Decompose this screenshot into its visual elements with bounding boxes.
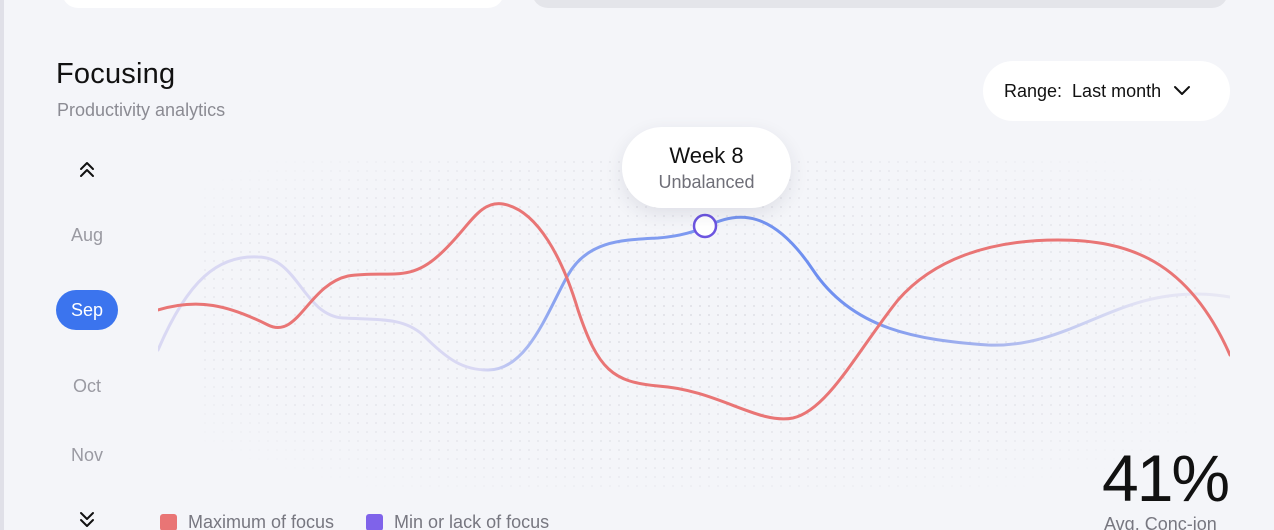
month-oct[interactable]: Oct [72, 376, 101, 396]
legend-label-max: Maximum of focus [188, 512, 335, 530]
tooltip-title: Week 8 [669, 143, 744, 168]
range-dropdown[interactable]: Range: Last month [983, 61, 1230, 121]
series-max-focus-line [158, 202, 1230, 421]
legend-label-min: Min or lack of focus [394, 512, 550, 530]
range-label: Range: [1004, 80, 1063, 101]
legend-swatch-min [366, 514, 384, 530]
legend-item-min[interactable]: Min or lack of focus [366, 512, 549, 530]
month-sep[interactable]: Sep [56, 290, 118, 330]
top-card-secondary [532, 0, 1228, 8]
focus-chart-svg [158, 160, 1230, 490]
double-chevron-up-icon[interactable] [78, 160, 96, 178]
page-subtitle: Productivity analytics [57, 100, 226, 120]
week-8-marker[interactable] [692, 213, 718, 239]
tooltip-subtitle: Unbalanced [658, 172, 755, 192]
month-aug[interactable]: Aug [70, 225, 104, 245]
top-card [62, 0, 504, 8]
left-divider [0, 0, 4, 530]
chevron-down-icon [1174, 86, 1191, 95]
legend-item-max[interactable]: Maximum of focus [160, 512, 334, 530]
chart-legend: Maximum of focus Min or lack of focus [160, 512, 581, 530]
focus-chart [158, 160, 1230, 500]
month-nov[interactable]: Nov [70, 445, 103, 465]
double-chevron-down-icon[interactable] [78, 511, 96, 529]
series-min-focus-line [158, 215, 1230, 372]
legend-swatch-max [160, 514, 177, 530]
avg-concentration-label: Avg. Conc-ion [1104, 514, 1217, 530]
chart-dot-background [198, 160, 1198, 490]
range-value: Last month [1072, 80, 1162, 101]
page-title: Focusing [56, 58, 176, 90]
week-tooltip: Week 8 Unbalanced [622, 127, 791, 208]
avg-concentration-value: 41% [1102, 441, 1230, 515]
